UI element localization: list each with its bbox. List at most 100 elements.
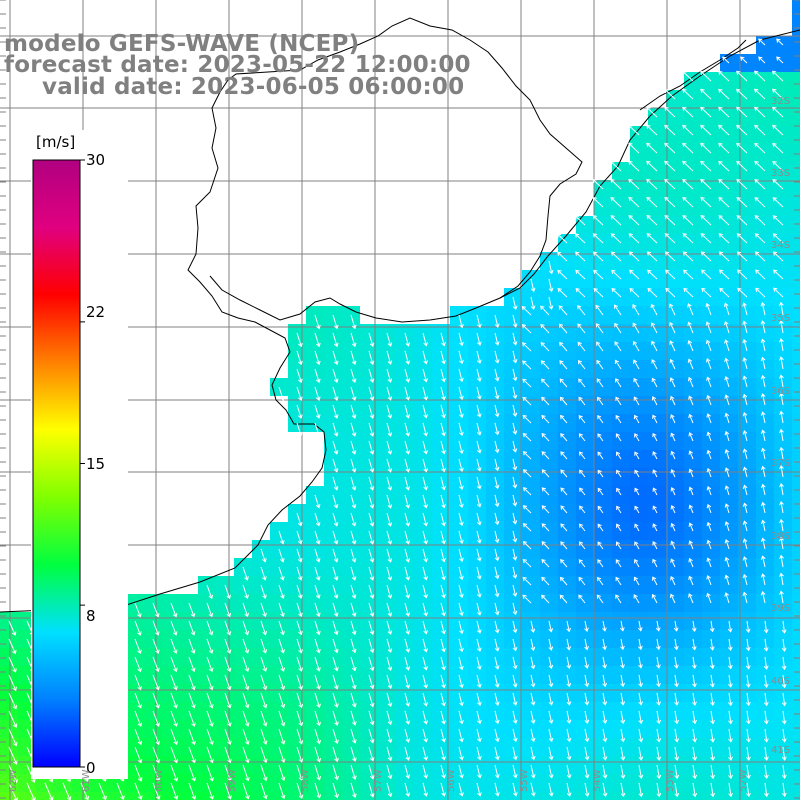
wind-speed-cell: [792, 216, 800, 234]
wind-arrow: [692, 782, 698, 798]
wind-arrow: [619, 620, 625, 632]
wind-speed-cell: [486, 792, 504, 800]
wind-arrow: [742, 411, 748, 424]
wind-speed-cell: [594, 792, 612, 800]
wind-arrow: [404, 548, 411, 563]
wind-arrow: [616, 505, 622, 514]
wind-arrow: [170, 620, 178, 636]
wind-arrow: [760, 591, 766, 604]
wind-speed-cell: [792, 666, 800, 684]
wind-arrow: [494, 404, 500, 418]
wind-arrow: [314, 422, 321, 437]
wind-arrow: [386, 602, 393, 617]
wind-speed-cell: [756, 792, 774, 800]
wind-arrow: [512, 494, 518, 507]
wind-arrow: [494, 566, 500, 580]
wind-arrow: [651, 359, 658, 370]
wind-arrow: [440, 602, 446, 617]
wind-arrow: [670, 432, 676, 442]
wind-arrow: [781, 746, 787, 761]
wind-arrow: [710, 728, 715, 743]
wind-arrow: [754, 178, 766, 190]
wind-arrow: [628, 124, 640, 136]
wind-arrow: [368, 566, 375, 581]
wind-arrow: [559, 378, 568, 388]
wind-arrow: [224, 746, 232, 764]
wind-arrow: [368, 404, 375, 419]
wind-arrow: [458, 674, 464, 689]
wind-arrow: [724, 538, 730, 550]
wind-arrow: [458, 476, 464, 491]
wind-arrow: [206, 692, 214, 709]
wind-arrow: [494, 332, 500, 346]
wind-arrow: [386, 440, 393, 455]
wind-arrow: [706, 467, 712, 478]
wind-arrow: [718, 251, 730, 262]
wind-arrow: [706, 376, 712, 388]
wind-arrow: [522, 576, 532, 586]
wind-speed-cell: [396, 792, 414, 800]
wind-arrow: [152, 710, 160, 727]
wind-arrow: [758, 38, 766, 46]
wind-arrow: [296, 620, 303, 636]
wind-arrow: [772, 179, 784, 190]
wind-arrow: [278, 620, 285, 636]
wind-arrow: [170, 710, 178, 727]
wind-arrow: [584, 620, 589, 632]
lon-label: 61W: [81, 769, 92, 792]
wind-arrow: [596, 359, 604, 370]
wind-arrow: [557, 269, 568, 280]
wind-arrow: [616, 487, 622, 496]
wind-arrow: [8, 620, 17, 636]
wind-arrow: [755, 287, 766, 298]
wind-arrow: [368, 782, 375, 798]
wind-arrow: [422, 584, 429, 599]
wind-arrow: [682, 196, 694, 208]
lon-label: 55W: [519, 769, 530, 792]
wind-arrow: [566, 764, 572, 779]
wind-arrow: [494, 656, 500, 670]
wind-arrow: [740, 56, 748, 64]
wind-arrow: [559, 576, 568, 586]
wind-arrow: [651, 396, 658, 406]
wind-arrow: [560, 414, 568, 424]
wind-arrow: [188, 656, 196, 673]
wind-arrow: [206, 782, 215, 800]
wind-arrow: [314, 566, 321, 581]
wind-arrow: [404, 764, 411, 779]
wind-arrow: [610, 233, 622, 244]
wind-arrow: [646, 106, 658, 118]
wind-arrow: [557, 251, 568, 262]
wind-arrow: [754, 251, 766, 262]
wind-arrow: [512, 602, 518, 616]
wind-arrow: [541, 576, 550, 586]
wind-arrow: [778, 301, 784, 316]
wind-arrow: [646, 178, 658, 190]
wind-speed-cell: [792, 648, 800, 666]
wind-speed-cell: [792, 522, 800, 540]
colorbar-unit: [m/s]: [36, 133, 76, 151]
wind-arrow: [170, 764, 179, 782]
wind-arrow: [350, 656, 357, 672]
wind-arrow: [616, 451, 622, 460]
wind-arrow: [692, 746, 698, 761]
colorbar-gradient: [32, 159, 81, 768]
wind-arrow: [700, 251, 712, 262]
wind-arrow: [350, 404, 357, 419]
wind-arrow: [592, 215, 604, 226]
wind-arrow: [754, 70, 766, 82]
wind-arrow: [404, 710, 411, 725]
wind-speed-cell: [792, 702, 800, 720]
wind-speed-cell: [216, 792, 234, 800]
wind-arrow: [638, 656, 643, 669]
wind-arrow: [779, 374, 784, 388]
wind-arrow: [628, 142, 640, 154]
wind-arrow: [494, 548, 500, 562]
wind-arrow: [710, 710, 715, 725]
wind-arrow: [615, 396, 622, 406]
wind-arrow: [296, 746, 304, 763]
wind-arrow: [522, 541, 532, 550]
wind-arrow: [575, 269, 586, 280]
wind-arrow: [440, 368, 446, 383]
